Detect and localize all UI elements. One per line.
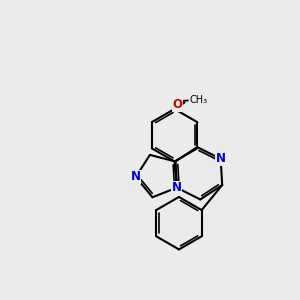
Text: N: N [131, 170, 141, 184]
Text: N: N [172, 181, 182, 194]
Text: O: O [172, 98, 182, 111]
Text: N: N [216, 152, 226, 165]
Text: CH₃: CH₃ [190, 95, 208, 106]
